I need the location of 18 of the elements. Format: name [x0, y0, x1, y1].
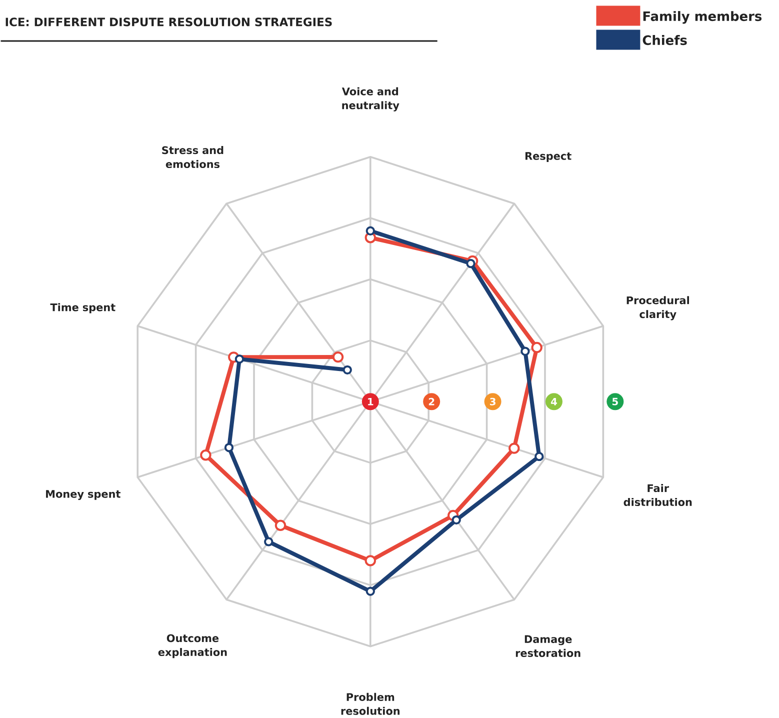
- spoke-label: Procedural clarity: [626, 296, 689, 320]
- spoke-label: Voice and neutrality: [342, 87, 400, 112]
- spoke-label: Problem resolution: [341, 692, 400, 715]
- y-tick-label: 5: [612, 398, 618, 406]
- text: ICE: DIFFERENT DISPUTE RESOLUTION STRATEGIES: [6, 18, 332, 26]
- legend-label: Family members: [643, 10, 762, 24]
- spoke-label: Respect: [525, 152, 572, 162]
- spoke-label: Outcome explanation: [158, 634, 227, 658]
- spoke-label: Money spent: [46, 490, 120, 500]
- legend-label: Chiefs: [642, 34, 687, 45]
- y-tick-label: 4: [550, 398, 557, 406]
- y-tick-label: 3: [490, 398, 496, 406]
- y-tick-label: 2: [428, 398, 434, 406]
- y-tick-label: 1: [368, 398, 374, 406]
- spoke-label: Damage restoration: [516, 635, 580, 657]
- spoke-label: Time spent: [50, 303, 116, 314]
- spoke-label: Fair distribution: [624, 484, 692, 506]
- spoke-label: Stress and emotions: [162, 146, 224, 168]
